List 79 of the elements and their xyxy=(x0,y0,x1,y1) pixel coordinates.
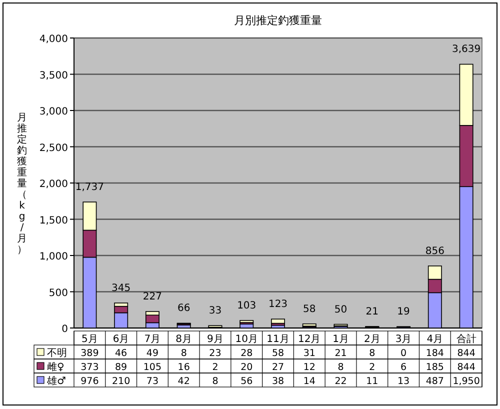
data-label: 22 xyxy=(334,376,347,387)
x-tick-label: 9月 xyxy=(207,334,224,345)
y-tick-label: 2,000 xyxy=(39,179,68,190)
y-tick-label: 1,000 xyxy=(39,252,68,262)
x-tick-label: 4月 xyxy=(426,334,444,345)
total-label: 19 xyxy=(397,306,410,318)
x-tick-label: 2月 xyxy=(364,334,380,345)
data-label: 2 xyxy=(212,362,218,373)
data-label: 2 xyxy=(369,362,376,373)
total-label: 123 xyxy=(268,299,288,310)
data-label: 28 xyxy=(240,348,253,359)
total-label: 345 xyxy=(112,282,131,294)
data-label: 13 xyxy=(397,376,410,387)
data-label: 105 xyxy=(143,362,162,373)
x-tick-label: 8月 xyxy=(176,334,192,345)
y-tick-label: 3,000 xyxy=(39,106,68,118)
data-label: 844 xyxy=(457,348,476,359)
data-label: 6 xyxy=(400,362,407,373)
x-tick-label: 1月 xyxy=(332,334,349,345)
data-label: 8 xyxy=(369,348,376,359)
data-label: 23 xyxy=(209,348,222,359)
y-tick-label: 2,500 xyxy=(39,142,68,154)
data-label: 11 xyxy=(366,376,378,387)
data-label: 89 xyxy=(115,362,128,373)
total-label: 227 xyxy=(142,292,162,303)
data-label: 1,950 xyxy=(452,376,480,387)
y-tick-label: 4,000 xyxy=(39,34,68,45)
y-tick-label: 500 xyxy=(48,288,68,299)
legend-label: 不明 xyxy=(47,348,67,359)
total-label: 33 xyxy=(208,306,222,317)
data-label: 373 xyxy=(80,362,99,373)
data-label: 210 xyxy=(112,376,130,387)
data-label: 8 xyxy=(338,362,344,373)
x-tick-label: 7月 xyxy=(144,334,161,345)
total-label: 66 xyxy=(177,303,190,314)
total-label: 856 xyxy=(425,246,444,257)
data-label: 16 xyxy=(178,362,190,373)
chart-title: 月別推定釣獲重量 xyxy=(234,14,322,27)
data-label: 21 xyxy=(334,348,347,359)
data-label: 12 xyxy=(303,362,316,373)
x-tick-label: 12月 xyxy=(298,334,321,345)
y-axis-title: 月推定釣獲重量（kg/月） xyxy=(17,112,27,256)
data-label: 73 xyxy=(146,376,159,387)
data-label: 58 xyxy=(272,348,284,359)
legend-label: 雌♀ xyxy=(47,361,64,373)
data-label: 27 xyxy=(272,362,284,373)
y-tick-label: 0 xyxy=(62,324,68,335)
data-label: 8 xyxy=(212,376,218,387)
data-label: 185 xyxy=(426,362,444,373)
data-label: 56 xyxy=(240,376,253,387)
data-label: 976 xyxy=(80,376,99,387)
data-label: 14 xyxy=(303,376,316,387)
legend-label: 雄♂ xyxy=(46,375,66,387)
data-label: 42 xyxy=(178,376,190,387)
x-tick-label: 10月 xyxy=(235,334,258,345)
data-label: 20 xyxy=(240,362,253,373)
data-label: 8 xyxy=(180,348,187,359)
data-label: 46 xyxy=(115,348,128,359)
data-label: 184 xyxy=(426,348,444,359)
x-tick-label: 5月 xyxy=(82,334,98,345)
x-tick-label: 6月 xyxy=(112,334,130,345)
data-label: 0 xyxy=(400,348,407,359)
total-label: 1,737 xyxy=(75,182,104,193)
total-label: 3,639 xyxy=(452,44,481,56)
x-tick-label: 11月 xyxy=(266,334,290,345)
total-label: 21 xyxy=(366,306,379,318)
data-label: 49 xyxy=(146,348,159,359)
data-label: 844 xyxy=(457,362,476,373)
y-tick-label: 1,500 xyxy=(39,215,68,226)
data-label: 389 xyxy=(80,348,99,359)
x-tick-label: 合計 xyxy=(456,333,476,345)
data-label: 31 xyxy=(303,348,316,359)
total-label: 103 xyxy=(237,300,256,312)
total-label: 50 xyxy=(334,304,348,316)
x-tick-label: 3月 xyxy=(395,334,412,345)
data-label: 38 xyxy=(272,376,284,387)
data-label: 487 xyxy=(426,376,444,387)
total-label: 58 xyxy=(303,304,316,315)
y-tick-label: 3,500 xyxy=(39,70,68,82)
